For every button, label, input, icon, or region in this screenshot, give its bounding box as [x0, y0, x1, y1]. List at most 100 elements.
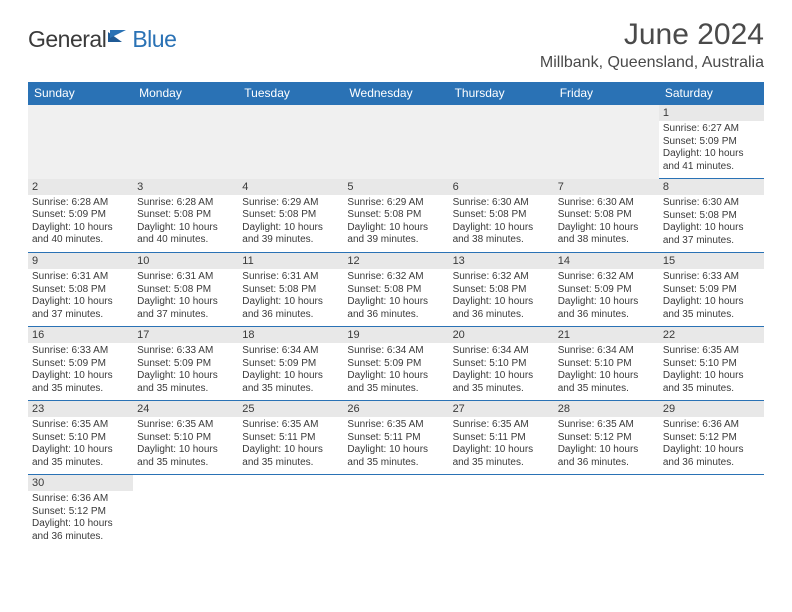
daylight-line2: and 35 minutes.	[347, 457, 444, 470]
day-details: Sunrise: 6:36 AMSunset: 5:12 PMDaylight:…	[28, 491, 133, 547]
calendar-cell: 13Sunrise: 6:32 AMSunset: 5:08 PMDayligh…	[449, 253, 554, 327]
calendar-cell: 16Sunrise: 6:33 AMSunset: 5:09 PMDayligh…	[28, 327, 133, 401]
day-number: 11	[238, 253, 343, 269]
sunrise-text: Sunrise: 6:31 AM	[242, 271, 339, 284]
sunset-text: Sunset: 5:08 PM	[242, 209, 339, 222]
calendar-cell: 12Sunrise: 6:32 AMSunset: 5:08 PMDayligh…	[343, 253, 448, 327]
sunset-text: Sunset: 5:08 PM	[453, 284, 550, 297]
calendar-cell-empty	[343, 105, 448, 179]
day-number: 15	[659, 253, 764, 269]
daylight-line1: Daylight: 10 hours	[347, 296, 444, 309]
day-number: 19	[343, 327, 448, 343]
calendar-cell-empty	[238, 105, 343, 179]
daylight-line1: Daylight: 10 hours	[32, 444, 129, 457]
sunset-text: Sunset: 5:08 PM	[242, 284, 339, 297]
col-thursday: Thursday	[449, 82, 554, 105]
daylight-line2: and 35 minutes.	[347, 383, 444, 396]
day-number: 25	[238, 401, 343, 417]
daylight-line1: Daylight: 10 hours	[663, 444, 760, 457]
day-number: 26	[343, 401, 448, 417]
daylight-line1: Daylight: 10 hours	[558, 370, 655, 383]
sunrise-text: Sunrise: 6:35 AM	[558, 419, 655, 432]
calendar-cell-empty	[449, 105, 554, 179]
sunset-text: Sunset: 5:09 PM	[663, 136, 760, 149]
day-number: 8	[659, 179, 764, 195]
day-number: 21	[554, 327, 659, 343]
calendar-cell: 26Sunrise: 6:35 AMSunset: 5:11 PMDayligh…	[343, 401, 448, 475]
sunrise-text: Sunrise: 6:29 AM	[347, 197, 444, 210]
daylight-line2: and 35 minutes.	[453, 383, 550, 396]
daylight-line2: and 40 minutes.	[32, 234, 129, 247]
day-number: 27	[449, 401, 554, 417]
day-number: 22	[659, 327, 764, 343]
calendar-cell-empty	[343, 475, 448, 549]
calendar-cell: 20Sunrise: 6:34 AMSunset: 5:10 PMDayligh…	[449, 327, 554, 401]
calendar-cell: 4Sunrise: 6:29 AMSunset: 5:08 PMDaylight…	[238, 179, 343, 253]
calendar-cell-empty	[133, 105, 238, 179]
calendar-row: 23Sunrise: 6:35 AMSunset: 5:10 PMDayligh…	[28, 401, 764, 475]
calendar-cell-empty	[554, 105, 659, 179]
sunrise-text: Sunrise: 6:34 AM	[347, 345, 444, 358]
day-details: Sunrise: 6:34 AMSunset: 5:10 PMDaylight:…	[449, 343, 554, 399]
daylight-line2: and 37 minutes.	[32, 309, 129, 322]
daylight-line2: and 40 minutes.	[137, 234, 234, 247]
daylight-line1: Daylight: 10 hours	[137, 296, 234, 309]
calendar-cell: 21Sunrise: 6:34 AMSunset: 5:10 PMDayligh…	[554, 327, 659, 401]
sunrise-text: Sunrise: 6:34 AM	[453, 345, 550, 358]
daylight-line2: and 35 minutes.	[663, 383, 760, 396]
calendar-cell-empty	[659, 475, 764, 549]
calendar-row: 2Sunrise: 6:28 AMSunset: 5:09 PMDaylight…	[28, 179, 764, 253]
col-friday: Friday	[554, 82, 659, 105]
daylight-line2: and 35 minutes.	[137, 383, 234, 396]
daylight-line1: Daylight: 10 hours	[453, 444, 550, 457]
calendar-cell: 28Sunrise: 6:35 AMSunset: 5:12 PMDayligh…	[554, 401, 659, 475]
daylight-line1: Daylight: 10 hours	[663, 370, 760, 383]
day-number: 3	[133, 179, 238, 195]
sunset-text: Sunset: 5:09 PM	[32, 209, 129, 222]
daylight-line1: Daylight: 10 hours	[453, 222, 550, 235]
day-number: 7	[554, 179, 659, 195]
sunrise-text: Sunrise: 6:31 AM	[32, 271, 129, 284]
day-details: Sunrise: 6:34 AMSunset: 5:10 PMDaylight:…	[554, 343, 659, 399]
day-number: 23	[28, 401, 133, 417]
sunrise-text: Sunrise: 6:28 AM	[32, 197, 129, 210]
daylight-line1: Daylight: 10 hours	[242, 222, 339, 235]
day-number: 4	[238, 179, 343, 195]
daylight-line2: and 36 minutes.	[663, 457, 760, 470]
logo: General Blue	[28, 18, 176, 53]
sunset-text: Sunset: 5:10 PM	[137, 432, 234, 445]
sunset-text: Sunset: 5:08 PM	[558, 209, 655, 222]
day-details: Sunrise: 6:30 AMSunset: 5:08 PMDaylight:…	[449, 195, 554, 251]
sunset-text: Sunset: 5:08 PM	[137, 284, 234, 297]
calendar-cell: 30Sunrise: 6:36 AMSunset: 5:12 PMDayligh…	[28, 475, 133, 549]
day-details: Sunrise: 6:31 AMSunset: 5:08 PMDaylight:…	[133, 269, 238, 325]
daylight-line1: Daylight: 10 hours	[663, 296, 760, 309]
day-details: Sunrise: 6:32 AMSunset: 5:08 PMDaylight:…	[449, 269, 554, 325]
daylight-line2: and 36 minutes.	[558, 309, 655, 322]
sunrise-text: Sunrise: 6:34 AM	[242, 345, 339, 358]
sunset-text: Sunset: 5:09 PM	[32, 358, 129, 371]
daylight-line2: and 35 minutes.	[32, 457, 129, 470]
sunset-text: Sunset: 5:09 PM	[242, 358, 339, 371]
daylight-line2: and 35 minutes.	[558, 383, 655, 396]
day-number: 30	[28, 475, 133, 491]
calendar-cell: 24Sunrise: 6:35 AMSunset: 5:10 PMDayligh…	[133, 401, 238, 475]
daylight-line2: and 37 minutes.	[137, 309, 234, 322]
sunset-text: Sunset: 5:12 PM	[32, 506, 129, 519]
day-details: Sunrise: 6:32 AMSunset: 5:08 PMDaylight:…	[343, 269, 448, 325]
day-number: 9	[28, 253, 133, 269]
day-number: 13	[449, 253, 554, 269]
day-number: 14	[554, 253, 659, 269]
logo-text-blue: Blue	[132, 26, 176, 53]
calendar-cell-empty	[449, 475, 554, 549]
calendar-cell-empty	[133, 475, 238, 549]
daylight-line2: and 35 minutes.	[137, 457, 234, 470]
day-number: 10	[133, 253, 238, 269]
sunset-text: Sunset: 5:10 PM	[32, 432, 129, 445]
calendar-cell: 25Sunrise: 6:35 AMSunset: 5:11 PMDayligh…	[238, 401, 343, 475]
day-details: Sunrise: 6:28 AMSunset: 5:08 PMDaylight:…	[133, 195, 238, 251]
day-details: Sunrise: 6:35 AMSunset: 5:11 PMDaylight:…	[343, 417, 448, 473]
day-number: 29	[659, 401, 764, 417]
daylight-line1: Daylight: 10 hours	[347, 222, 444, 235]
sunset-text: Sunset: 5:10 PM	[453, 358, 550, 371]
